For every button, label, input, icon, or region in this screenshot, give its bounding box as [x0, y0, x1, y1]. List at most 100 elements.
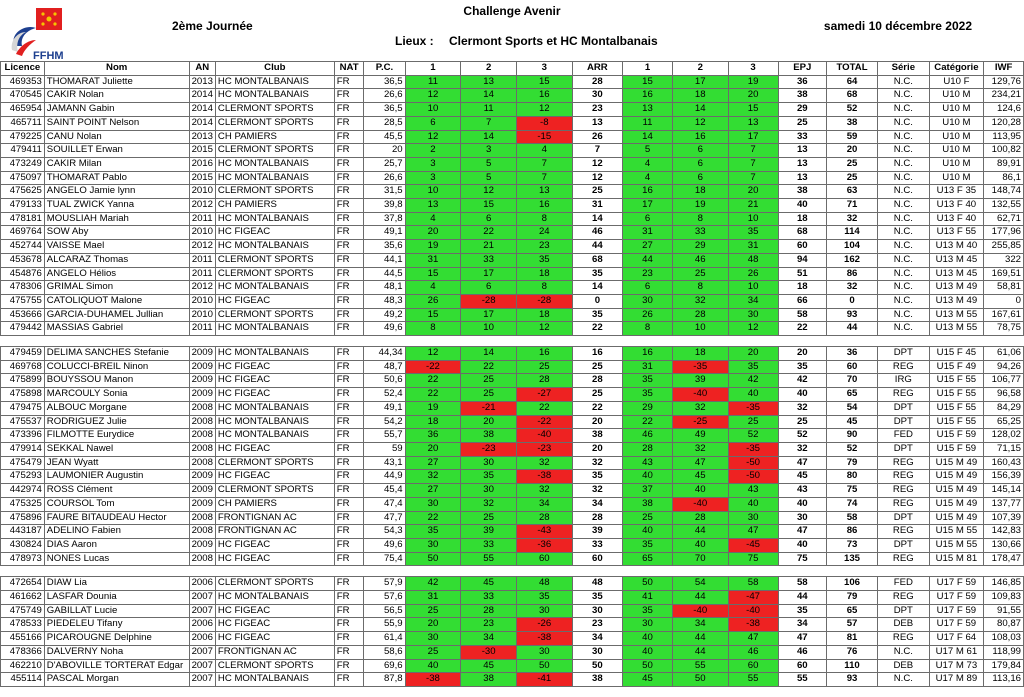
cell-weight: 48,7: [363, 359, 406, 375]
table-row: 479411 SOUILLET Erwan 2015 CLERMONT SPORTS F…: [0, 143, 1024, 158]
cell-cj-best: 18: [777, 211, 828, 227]
cell-series: REG: [877, 631, 930, 646]
cell-snatch-3: 12: [515, 102, 573, 117]
cell-nat: FR: [333, 266, 365, 282]
cell-series: N.C.: [877, 88, 930, 104]
cell-series: N.C.: [877, 307, 930, 323]
cell-snatch-3: -38: [515, 469, 573, 485]
cell-year: 2008: [188, 510, 216, 526]
cell-snatch-best: 35: [571, 590, 624, 605]
cell-snatch-best: 46: [571, 225, 624, 241]
cell-club: CLERMONT SPORTS: [214, 115, 335, 131]
cell-cj-best: 43: [777, 483, 828, 498]
cell-club: HC FIGEAC: [214, 441, 335, 457]
cell-category: U17 F 59: [928, 617, 985, 633]
cell-weight: 43,1: [363, 455, 406, 471]
cell-snatch-2: 25: [460, 387, 517, 402]
cell-weight: 52,4: [363, 387, 406, 402]
cell-licence: 472654: [0, 576, 45, 592]
cell-snatch-2: 15: [460, 198, 517, 213]
cell-snatch-2: 6: [460, 280, 517, 295]
cell-cj-best: 42: [777, 373, 828, 389]
cell-total: 65: [825, 387, 879, 402]
cell-cj-3: -50: [727, 455, 779, 471]
cell-snatch-2: 25: [460, 510, 517, 526]
col-header: 3: [515, 61, 573, 76]
cell-cj-3: 55: [727, 672, 779, 687]
cell-snatch-best: 48: [571, 576, 624, 592]
cell-total: 64: [825, 74, 879, 90]
col-header: 2: [671, 61, 729, 76]
cell-cj-1: 8: [622, 321, 673, 337]
cell-name: LAUMONIER Augustin: [43, 469, 190, 485]
cell-series: REG: [877, 551, 930, 567]
cell-weight: 20: [363, 143, 406, 158]
cell-year: 2015: [188, 170, 216, 186]
cell-cj-2: 40: [671, 483, 729, 498]
cell-cj-3: -35: [727, 441, 779, 457]
cell-snatch-best: 22: [571, 321, 624, 337]
cell-year: 2011: [188, 211, 216, 227]
cell-category: U17 M 73: [928, 658, 985, 674]
cell-snatch-1: 22: [404, 510, 462, 526]
cell-cj-3: 12: [727, 321, 779, 337]
cell-name: JAMANN Gabin: [43, 102, 190, 117]
cell-cj-2: 55: [671, 658, 729, 674]
col-header: IWF: [983, 61, 1024, 76]
cell-series: REG: [877, 496, 930, 512]
cell-name: PICAROUGNE Delphine: [43, 631, 190, 646]
cell-nat: FR: [333, 170, 365, 186]
cell-iwf: 62,71: [983, 211, 1024, 227]
cell-category: U17 F 59: [928, 576, 985, 592]
cell-snatch-2: 30: [460, 483, 517, 498]
cell-year: 2006: [188, 631, 216, 646]
cell-cj-2: -35: [671, 359, 729, 375]
cell-cj-3: 10: [727, 280, 779, 295]
cell-snatch-2: 10: [460, 321, 517, 337]
cell-nat: FR: [333, 414, 365, 430]
cell-snatch-best: 33: [571, 537, 624, 553]
cell-cj-best: 32: [777, 441, 828, 457]
cell-cj-best: 58: [777, 576, 828, 592]
cell-cj-3: 13: [727, 115, 779, 131]
cell-year: 2007: [188, 644, 216, 660]
cell-snatch-1: 36: [404, 428, 462, 443]
cell-name: ROSS Clément: [43, 483, 190, 498]
cell-cj-best: 44: [777, 590, 828, 605]
cell-iwf: 128,02: [983, 428, 1024, 443]
col-header: 2: [460, 61, 517, 76]
table-row: 452744 VAISSE Mael 2012 HC MONTALBANAIS FR 35…: [0, 239, 1024, 254]
table-row: 462210 D'ABOVILLE TORTERAT Edgar 2007 CLERM…: [0, 658, 1024, 674]
cell-total: 25: [825, 156, 879, 172]
cell-snatch-3: -28: [515, 293, 573, 309]
cell-snatch-3: 34: [515, 496, 573, 512]
table-row: 475293 LAUMONIER Augustin 2009 HC FIGEAC FR 4…: [0, 469, 1024, 485]
cell-year: 2008: [188, 455, 216, 471]
cell-cj-2: 45: [671, 469, 729, 485]
cell-year: 2015: [188, 143, 216, 158]
cell-snatch-3: -23: [515, 441, 573, 457]
table-row: 475537 RODRIGUEZ Julie 2008 HC MONTALBANAIS…: [0, 414, 1024, 430]
cell-cj-best: 60: [777, 239, 828, 254]
cell-category: U13 M 49: [928, 280, 985, 295]
cell-snatch-3: 60: [515, 551, 573, 567]
cell-club: HC MONTALBANAIS: [214, 428, 335, 443]
col-header: Catégorie: [928, 61, 985, 76]
cell-cj-3: 20: [727, 346, 779, 361]
cell-iwf: 94,26: [983, 359, 1024, 375]
cell-series: N.C.: [877, 170, 930, 186]
cell-total: 110: [825, 658, 879, 674]
cell-weight: 44,1: [363, 252, 406, 268]
cell-weight: 55,7: [363, 428, 406, 443]
separator-cell: [0, 565, 1024, 578]
cell-weight: 49,6: [363, 537, 406, 553]
separator-cell: [0, 335, 1024, 348]
cell-cj-best: 25: [777, 115, 828, 131]
cell-snatch-1: 35: [404, 524, 462, 539]
cell-licence: 443187: [0, 524, 45, 539]
cell-snatch-3: 32: [515, 483, 573, 498]
cell-snatch-1: 15: [404, 266, 462, 282]
table-row: 479475 ALBOUC Morgane 2008 HC MONTALBANAIS F…: [0, 400, 1024, 416]
cell-cj-3: 10: [727, 211, 779, 227]
cell-weight: 56,5: [363, 603, 406, 619]
